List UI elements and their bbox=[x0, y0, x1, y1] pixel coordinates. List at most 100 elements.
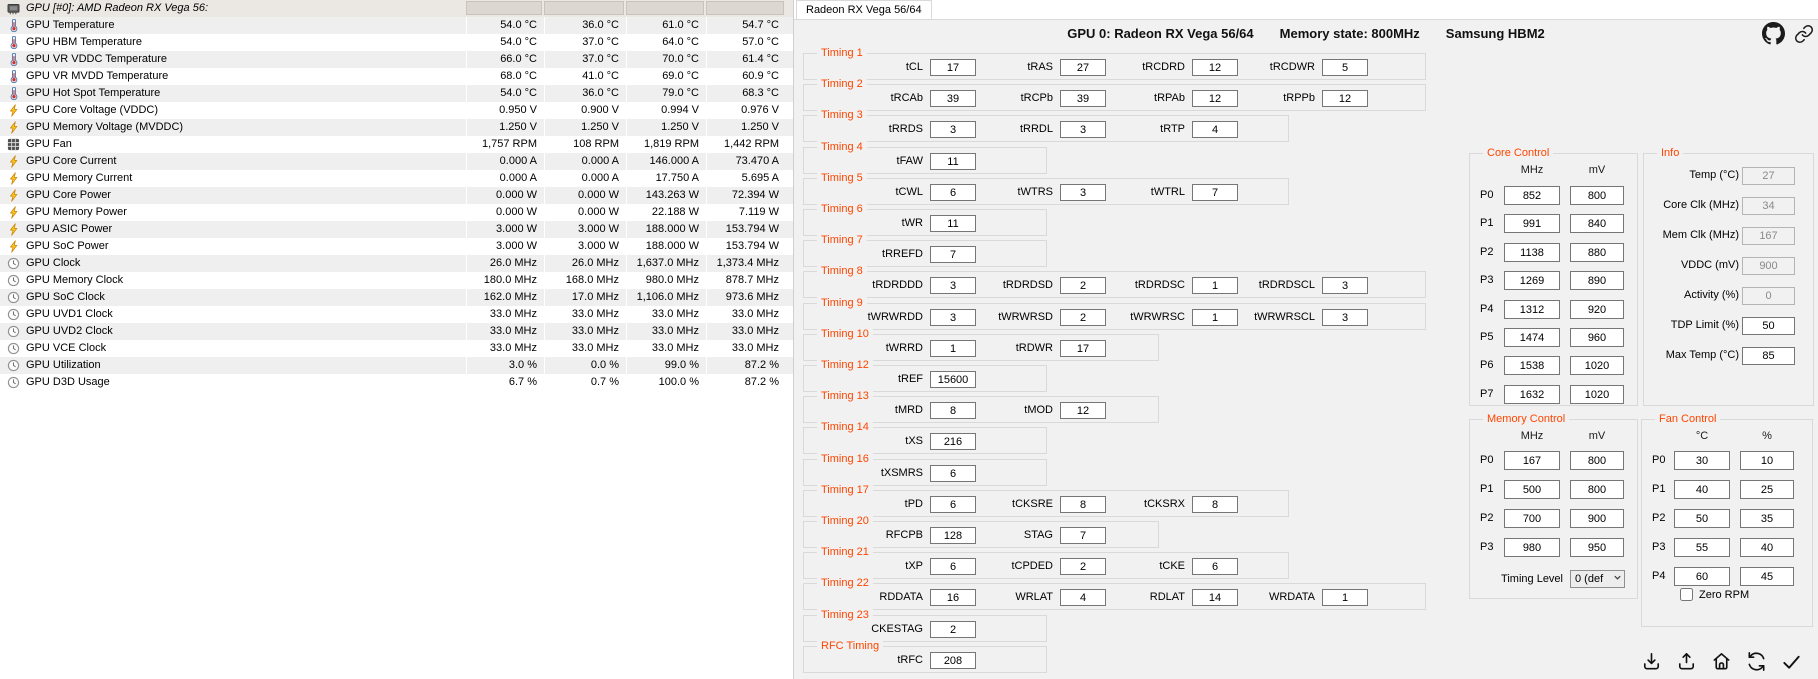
mem-p2-mv-input[interactable] bbox=[1570, 509, 1624, 528]
timing-input-txs[interactable] bbox=[930, 433, 976, 450]
timing-input-trrdl[interactable] bbox=[1060, 121, 1106, 138]
core-p4-mv-input[interactable] bbox=[1570, 300, 1624, 319]
link-link[interactable] bbox=[1794, 24, 1814, 47]
core-p2-mv-input[interactable] bbox=[1570, 243, 1624, 262]
info-input-max-temp-c[interactable] bbox=[1742, 347, 1795, 365]
timing-input-txsmrs[interactable] bbox=[930, 465, 976, 482]
sensor-row[interactable]: GPU SoC Power 3.000 W 3.000 W 188.000 W 153.… bbox=[0, 238, 793, 255]
timing-input-trdwr[interactable] bbox=[1060, 340, 1106, 357]
sensor-row[interactable]: GPU Utilization 3.0 % 0.0 % 99.0 % 87.2 % bbox=[0, 357, 793, 374]
mem-p3-mhz-input[interactable] bbox=[1504, 538, 1560, 557]
timing-input-rddata[interactable] bbox=[930, 589, 976, 606]
timing-input-twr[interactable] bbox=[930, 215, 976, 232]
core-p7-mhz-input[interactable] bbox=[1504, 385, 1560, 404]
sensor-row[interactable]: GPU ASIC Power 3.000 W 3.000 W 188.000 W 153… bbox=[0, 221, 793, 238]
sensor-row[interactable]: GPU VCE Clock 33.0 MHz 33.0 MHz 33.0 MHz 33.… bbox=[0, 340, 793, 357]
timing-input-trcab[interactable] bbox=[930, 90, 976, 107]
timing-input-rfcpb[interactable] bbox=[930, 527, 976, 544]
sensor-row[interactable]: GPU Temperature 54.0 °C 36.0 °C 61.0 °C 54.7… bbox=[0, 17, 793, 34]
timing-input-twtrs[interactable] bbox=[1060, 184, 1106, 201]
sensor-row[interactable]: GPU Memory Clock 180.0 MHz 168.0 MHz 980.0 … bbox=[0, 272, 793, 289]
info-input-tdp-limit[interactable] bbox=[1742, 317, 1795, 335]
timing-input-tref[interactable] bbox=[930, 371, 976, 388]
fan-p4-temp-input[interactable] bbox=[1674, 567, 1730, 586]
timing-input-twrwrdd[interactable] bbox=[930, 309, 976, 326]
timing-input-rdlat[interactable] bbox=[1192, 589, 1238, 606]
timing-input-trcpb[interactable] bbox=[1060, 90, 1106, 107]
sensor-row[interactable]: GPU VR MVDD Temperature 68.0 °C 41.0 °C 69.… bbox=[0, 68, 793, 85]
sensor-row[interactable]: GPU Hot Spot Temperature 54.0 °C 36.0 °C 79… bbox=[0, 85, 793, 102]
timing-input-trcdwr[interactable] bbox=[1322, 59, 1368, 76]
timing-input-tcksrx[interactable] bbox=[1192, 496, 1238, 513]
fan-p3-pct-input[interactable] bbox=[1740, 538, 1794, 557]
core-p6-mv-input[interactable] bbox=[1570, 356, 1624, 375]
sensor-row[interactable]: GPU D3D Usage 6.7 % 0.7 % 100.0 % 87.2 % bbox=[0, 374, 793, 391]
sensor-row[interactable]: GPU Memory Current 0.000 A 0.000 A 17.750 A… bbox=[0, 170, 793, 187]
github-link[interactable] bbox=[1762, 22, 1785, 48]
timing-input-tcwl[interactable] bbox=[930, 184, 976, 201]
sensor-row[interactable]: GPU UVD1 Clock 33.0 MHz 33.0 MHz 33.0 MHz 33… bbox=[0, 306, 793, 323]
timing-input-trrefd[interactable] bbox=[930, 246, 976, 263]
timing-input-tcksre[interactable] bbox=[1060, 496, 1106, 513]
timing-input-twrwrscl[interactable] bbox=[1322, 309, 1368, 326]
mem-p2-mhz-input[interactable] bbox=[1504, 509, 1560, 528]
timing-level-select[interactable]: 0 (def bbox=[1570, 570, 1625, 588]
fan-p0-temp-input[interactable] bbox=[1674, 451, 1730, 470]
timing-input-twrrd[interactable] bbox=[930, 340, 976, 357]
timing-input-trdrdscl[interactable] bbox=[1322, 277, 1368, 294]
sensor-header-row[interactable]: GPU [#0]: AMD Radeon RX Vega 56: bbox=[0, 0, 793, 17]
timing-input-tcl[interactable] bbox=[930, 59, 976, 76]
tab-radeon-rx-vega[interactable]: Radeon RX Vega 56/64 bbox=[796, 0, 932, 19]
timing-input-tmod[interactable] bbox=[1060, 402, 1106, 419]
mem-p1-mhz-input[interactable] bbox=[1504, 480, 1560, 499]
timing-input-trtp[interactable] bbox=[1192, 121, 1238, 138]
timing-input-stag[interactable] bbox=[1060, 527, 1106, 544]
core-p1-mhz-input[interactable] bbox=[1504, 214, 1560, 233]
download-button[interactable] bbox=[1639, 650, 1663, 674]
core-p3-mv-input[interactable] bbox=[1570, 271, 1624, 290]
fan-p1-pct-input[interactable] bbox=[1740, 480, 1794, 499]
mem-p1-mv-input[interactable] bbox=[1570, 480, 1624, 499]
core-p6-mhz-input[interactable] bbox=[1504, 356, 1560, 375]
timing-input-txp[interactable] bbox=[930, 558, 976, 575]
checkmark-button[interactable] bbox=[1779, 650, 1803, 674]
timing-input-trpab[interactable] bbox=[1192, 90, 1238, 107]
core-p1-mv-input[interactable] bbox=[1570, 214, 1624, 233]
mem-p0-mv-input[interactable] bbox=[1570, 451, 1624, 470]
timing-input-twrwrsc[interactable] bbox=[1192, 309, 1238, 326]
timing-input-tras[interactable] bbox=[1060, 59, 1106, 76]
core-p3-mhz-input[interactable] bbox=[1504, 271, 1560, 290]
zero-rpm-checkbox[interactable] bbox=[1680, 588, 1693, 601]
mem-p0-mhz-input[interactable] bbox=[1504, 451, 1560, 470]
timing-input-tpd[interactable] bbox=[930, 496, 976, 513]
timing-input-trdrdsd[interactable] bbox=[1060, 277, 1106, 294]
fan-p3-temp-input[interactable] bbox=[1674, 538, 1730, 557]
timing-input-wrlat[interactable] bbox=[1060, 589, 1106, 606]
timing-input-tcpded[interactable] bbox=[1060, 558, 1106, 575]
sensor-row[interactable]: GPU HBM Temperature 54.0 °C 37.0 °C 64.0 °C… bbox=[0, 34, 793, 51]
sensor-row[interactable]: GPU Core Power 0.000 W 0.000 W 143.263 W 72.… bbox=[0, 187, 793, 204]
core-p4-mhz-input[interactable] bbox=[1504, 300, 1560, 319]
core-p2-mhz-input[interactable] bbox=[1504, 243, 1560, 262]
core-p7-mv-input[interactable] bbox=[1570, 385, 1624, 404]
timing-input-trppb[interactable] bbox=[1322, 90, 1368, 107]
core-p5-mv-input[interactable] bbox=[1570, 328, 1624, 347]
sensor-row[interactable]: GPU Fan 1,757 RPM 108 RPM 1,819 RPM 1,442 RP… bbox=[0, 136, 793, 153]
fan-p2-pct-input[interactable] bbox=[1740, 509, 1794, 528]
timing-input-wrdata[interactable] bbox=[1322, 589, 1368, 606]
sensor-row[interactable]: GPU VR VDDC Temperature 66.0 °C 37.0 °C 70.… bbox=[0, 51, 793, 68]
refresh-button[interactable] bbox=[1744, 650, 1768, 674]
upload-button[interactable] bbox=[1674, 650, 1698, 674]
timing-input-twtrl[interactable] bbox=[1192, 184, 1238, 201]
timing-input-trfc[interactable] bbox=[930, 652, 976, 669]
timing-input-twrwrsd[interactable] bbox=[1060, 309, 1106, 326]
fan-p1-temp-input[interactable] bbox=[1674, 480, 1730, 499]
core-p0-mv-input[interactable] bbox=[1570, 186, 1624, 205]
core-p5-mhz-input[interactable] bbox=[1504, 328, 1560, 347]
sensor-row[interactable]: GPU SoC Clock 162.0 MHz 17.0 MHz 1,106.0 MH… bbox=[0, 289, 793, 306]
sensor-row[interactable]: GPU UVD2 Clock 33.0 MHz 33.0 MHz 33.0 MHz 33… bbox=[0, 323, 793, 340]
timing-input-tfaw[interactable] bbox=[930, 153, 976, 170]
sensor-row[interactable]: GPU Memory Voltage (MVDDC) 1.250 V 1.250 V… bbox=[0, 119, 793, 136]
timing-input-trdrdsc[interactable] bbox=[1192, 277, 1238, 294]
